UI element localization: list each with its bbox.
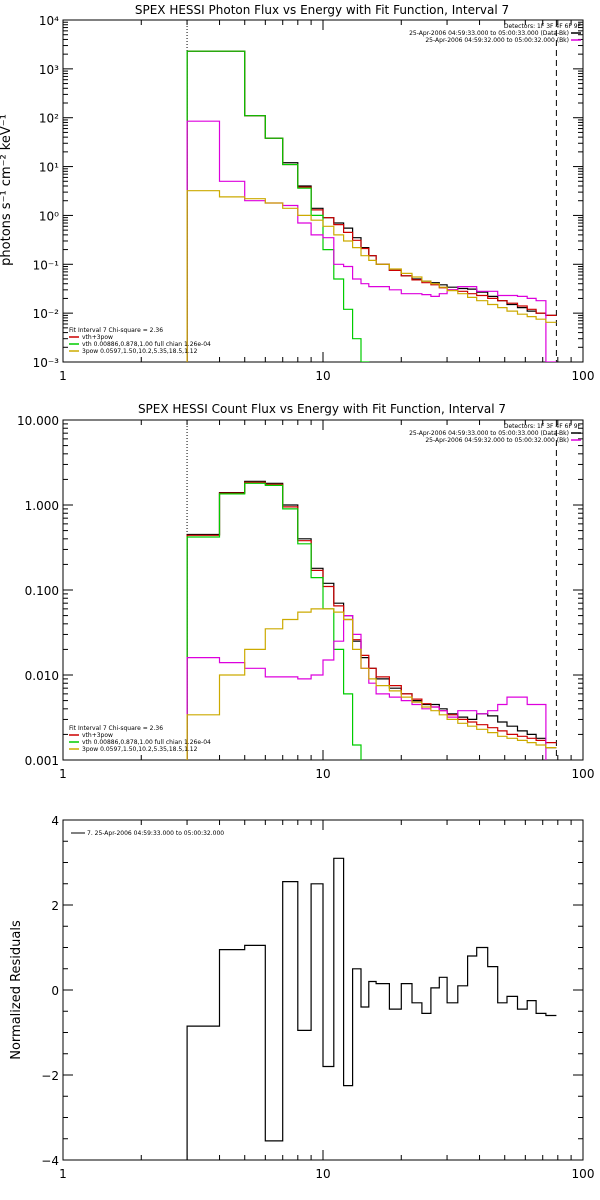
y-tick-label: 10¹ [39,161,59,175]
legend-label: 7. 25-Apr-2006 04:59:33.000 to 05:00:32.… [87,830,224,837]
x-tick-label: 10 [315,369,330,383]
y-tick-label: −2 [41,1069,59,1083]
x-tick-label: 10 [315,767,330,781]
y-axis-label: Normalized Residuals [9,920,24,1060]
y-tick-label: 10³ [39,63,59,77]
y-tick-label: 10² [39,112,59,126]
y-tick-label: 4 [51,814,59,828]
legend-header: Fit Interval 7 Chi-square = 2.36 [69,327,163,334]
x-tick-label: 10 [315,1167,330,1181]
legend-label: 3pow 0.0597,1.50,10.2,5.35,18.5,1.12 [82,746,198,753]
x-tick-label: 100 [572,767,595,781]
y-tick-label: 2 [51,899,59,913]
y-tick-label: −4 [41,1154,59,1168]
plot-frame [62,19,584,363]
y-axis-label: photons s⁻¹ cm⁻² keV⁻¹ [0,114,14,266]
legend-label: 25-Apr-2006 04:59:33.000 to 05:00:33.000… [409,30,569,37]
legend-detectors: Detectors: 1F 3F 4F 6F 9F [504,23,582,30]
y-tick-label: 10⁴ [39,14,59,28]
y-tick-label: 10⁻¹ [33,258,60,272]
series-line [186,190,557,362]
y-tick-label: 0.001 [25,754,59,768]
y-tick-label: 0.100 [25,584,59,598]
series-line [186,480,557,760]
series-line [186,482,362,760]
series-group [186,857,557,1160]
legend-label: vth 0.00886,0.878,1.00 full chian 1.26e-… [82,341,211,348]
x-tick-label: 1 [59,1167,67,1181]
y-tick-label: 0 [51,984,59,998]
series-line [186,50,557,362]
y-tick-label: 0.010 [25,669,59,683]
legend-label: vth+3pow [82,732,113,739]
legend-label: 25-Apr-2006 04:59:33.000 to 05:00:33.000… [409,430,569,437]
x-tick-label: 1 [59,767,67,781]
legend-label: 25-Apr-2006 04:59:32.000 to 05:00:32.000… [425,437,569,444]
legend-header: Fit Interval 7 Chi-square = 2.36 [69,725,163,732]
series-line [186,608,557,760]
legend-detectors: Detectors: 1F 3F 4F 6F 9F [504,423,582,430]
y-tick-label: 1.000 [25,499,59,513]
x-tick-label: 100 [572,369,595,383]
chart-title: SPEX HESSI Count Flux vs Energy with Fit… [138,402,506,416]
y-tick-label: 10.000 [17,414,59,428]
legend-label: vth+3pow [82,334,113,341]
residuals-panel: Normalized Residuals 1 10 100 −4 −2 0 2 4 7. 25-… [9,814,594,1181]
series-group [186,480,557,760]
photon-flux-panel: SPEX HESSI Photon Flux vs Energy with Fi… [0,3,594,383]
series-line [186,615,547,760]
legend-label: vth 0.00886,0.878,1.00 full chian 1.26e-… [82,739,211,746]
series-line [186,50,370,362]
x-tick-label: 100 [572,1167,595,1181]
series-line [186,857,557,1160]
y-tick-label: 10⁻² [33,307,60,321]
y-tick-label: 10⁰ [39,209,59,223]
series-line [186,50,557,362]
y-tick-label: 10⁻³ [33,356,60,370]
chart-title: SPEX HESSI Photon Flux vs Energy with Fi… [135,3,509,17]
count-flux-panel: SPEX HESSI Count Flux vs Energy with Fit… [17,402,595,781]
legend-label: 25-Apr-2006 04:59:32.000 to 05:00:32.000… [425,37,569,44]
legend-label: 3pow 0.0597,1.50,10.2,5.35,18.5,1.12 [82,348,198,355]
x-tick-label: 1 [59,369,67,383]
series-line [186,120,557,362]
series-group [186,50,557,362]
